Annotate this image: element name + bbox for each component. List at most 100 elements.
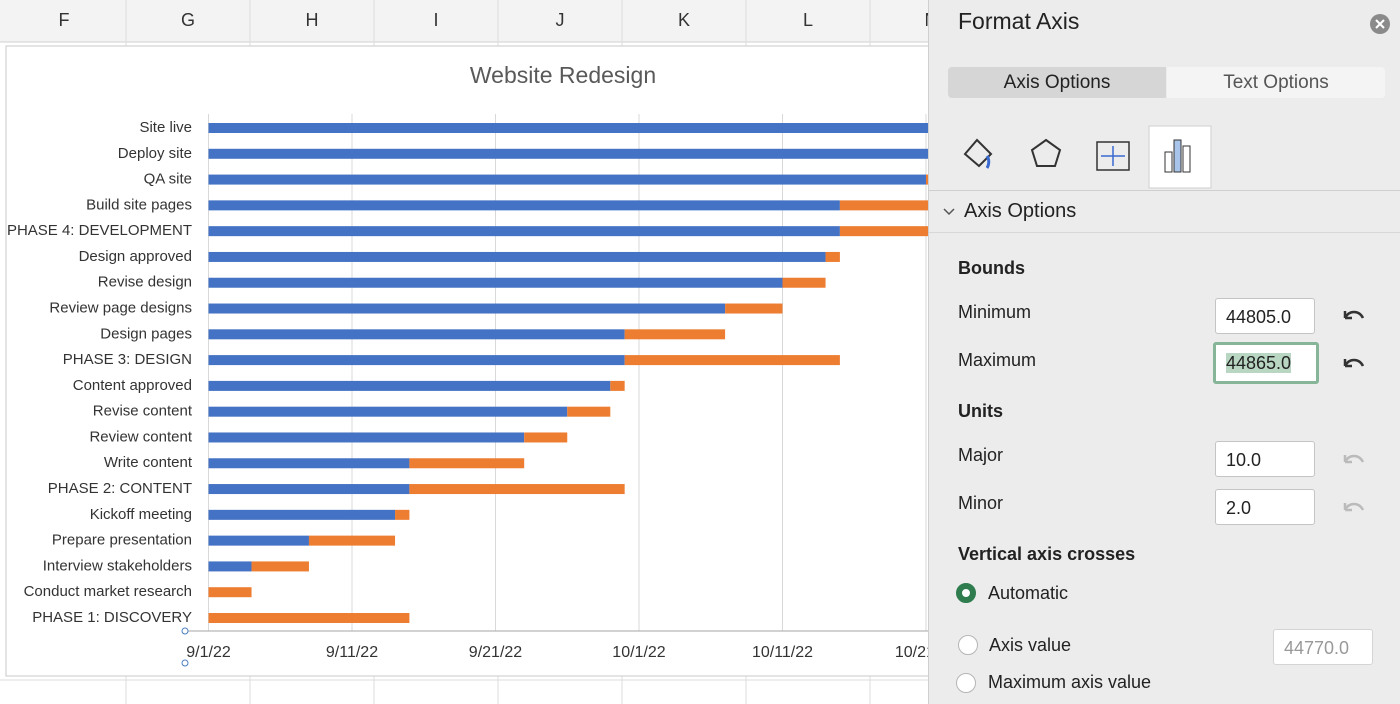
column-header: I	[433, 10, 438, 30]
bar-segment	[208, 406, 568, 417]
selection-handle	[181, 659, 189, 667]
tab-text-options[interactable]: Text Options	[1167, 67, 1385, 98]
column-header: J	[556, 10, 565, 30]
y-tick-label: Conduct market research	[24, 583, 192, 600]
worksheet: F G H I J K L M Website Redesign 9/1/22 9/11/22 9…	[0, 0, 928, 704]
bar-segment	[208, 432, 525, 443]
effects-icon[interactable]	[1030, 138, 1062, 167]
crosses-heading: Vertical axis crosses	[958, 544, 1136, 564]
bar-segment	[208, 123, 928, 133]
chevron[interactable]	[941, 204, 957, 220]
bar-segment	[409, 484, 625, 495]
selection-handle	[181, 627, 189, 635]
bar-segment	[839, 200, 928, 211]
section-header[interactable]: Axis Options	[964, 200, 1077, 222]
bar-segment	[208, 329, 625, 340]
minor-label: Minor	[958, 493, 1004, 513]
y-tick-label: Interview stakeholders	[43, 557, 192, 574]
x-tick-label: 9/11/22	[326, 644, 378, 661]
x-tick-label: 9/21/22	[469, 644, 522, 661]
y-tick-label: Design pages	[100, 325, 192, 342]
column-header: K	[678, 10, 690, 30]
major-input[interactable]: 10.0	[1215, 441, 1315, 477]
bar-segment	[208, 535, 309, 546]
size-icon[interactable]	[1096, 141, 1130, 171]
minimum-input[interactable]: 44805.0	[1215, 298, 1315, 334]
bar-segment	[624, 355, 840, 366]
bar-segment	[208, 226, 840, 237]
y-tick-label: Review page designs	[49, 299, 192, 316]
x-tick-label: 10/1/22	[612, 644, 665, 661]
column-header: H	[306, 10, 319, 30]
y-tick-label: PHASE 1: DISCOVERY	[32, 609, 192, 626]
units-heading: Units	[958, 401, 1003, 421]
y-tick-label: Deploy site	[118, 145, 192, 162]
bar-segment	[208, 148, 928, 159]
axis-value-label: Axis value	[989, 635, 1072, 655]
y-tick-label: QA site	[144, 171, 192, 188]
x-tick-label: 10/21/22	[895, 644, 928, 661]
radio-axis-value[interactable]	[958, 635, 978, 655]
minor-input[interactable]: 2.0	[1215, 489, 1315, 525]
bar-segment	[308, 535, 396, 546]
bar-segment	[208, 509, 396, 520]
x-tick-label: 10/11/22	[752, 644, 813, 661]
icon-row	[963, 125, 1212, 189]
column-header: L	[803, 10, 813, 30]
y-tick-label: Design approved	[79, 248, 192, 265]
bar-segment	[610, 380, 625, 391]
chart-icon	[1164, 139, 1191, 173]
fill-icon[interactable]	[963, 138, 993, 169]
bar-segment	[624, 329, 726, 340]
bar-segment	[208, 303, 726, 314]
divider	[929, 190, 1400, 191]
column-header: F	[59, 10, 70, 30]
y-tick-label: Revise design	[98, 274, 192, 291]
divider	[929, 232, 1400, 233]
format-axis-panel: Format Axis Axis Options Text Options Ax…	[928, 0, 1400, 704]
minimum-label: Minimum	[958, 302, 1032, 322]
bar-segment	[524, 432, 568, 443]
y-tick-label: PHASE 2: CONTENT	[48, 480, 192, 497]
y-tick-label: Content approved	[73, 377, 192, 394]
reset-buttons[interactable]	[1339, 304, 1369, 524]
bounds-heading: Bounds	[958, 258, 1025, 278]
y-tick-label: Site live	[139, 119, 192, 136]
bar-segment	[208, 200, 840, 211]
y-tick-label: Kickoff meeting	[90, 506, 192, 523]
y-tick-label: PHASE 4: DEVELOPMENT	[7, 222, 192, 239]
bar-segment	[208, 613, 410, 623]
bar-segment	[208, 380, 611, 391]
bar-segment	[567, 406, 611, 417]
axis-value-input[interactable]: 44770.0	[1273, 629, 1373, 665]
bar-segment	[409, 458, 525, 469]
y-tick-label: PHASE 3: DESIGN	[63, 351, 192, 368]
bar-segment	[208, 277, 783, 288]
bar-segment	[395, 509, 410, 520]
maximum-input[interactable]: 44865.0	[1213, 342, 1319, 384]
bar-segment	[926, 174, 928, 185]
chart-title: Website Redesign	[470, 62, 656, 88]
bar-segment	[782, 277, 826, 288]
y-tick-label: Revise content	[93, 403, 193, 420]
x-tick-label: 9/1/22	[186, 644, 231, 661]
bar-segment	[825, 251, 840, 262]
y-tick-label: Review content	[89, 428, 192, 445]
automatic-label: Automatic	[988, 583, 1069, 603]
bar-segment	[208, 458, 410, 469]
column-header: M	[925, 10, 929, 30]
bar-segment	[208, 561, 252, 572]
maximum-axis-value-label: Maximum axis value	[988, 672, 1152, 692]
panel-title: Format Axis	[958, 8, 1080, 34]
column-header-bar	[0, 0, 928, 42]
radio-maximum[interactable]	[956, 673, 976, 693]
maximum-label: Maximum	[958, 350, 1037, 370]
column-header: G	[181, 10, 195, 30]
bar-segment	[208, 484, 410, 495]
bar-segment	[208, 587, 252, 598]
bar-segment	[208, 251, 826, 262]
close-button[interactable]	[1369, 13, 1391, 35]
tab-axis-options[interactable]: Axis Options	[948, 67, 1166, 98]
radio-automatic[interactable]	[956, 583, 976, 603]
